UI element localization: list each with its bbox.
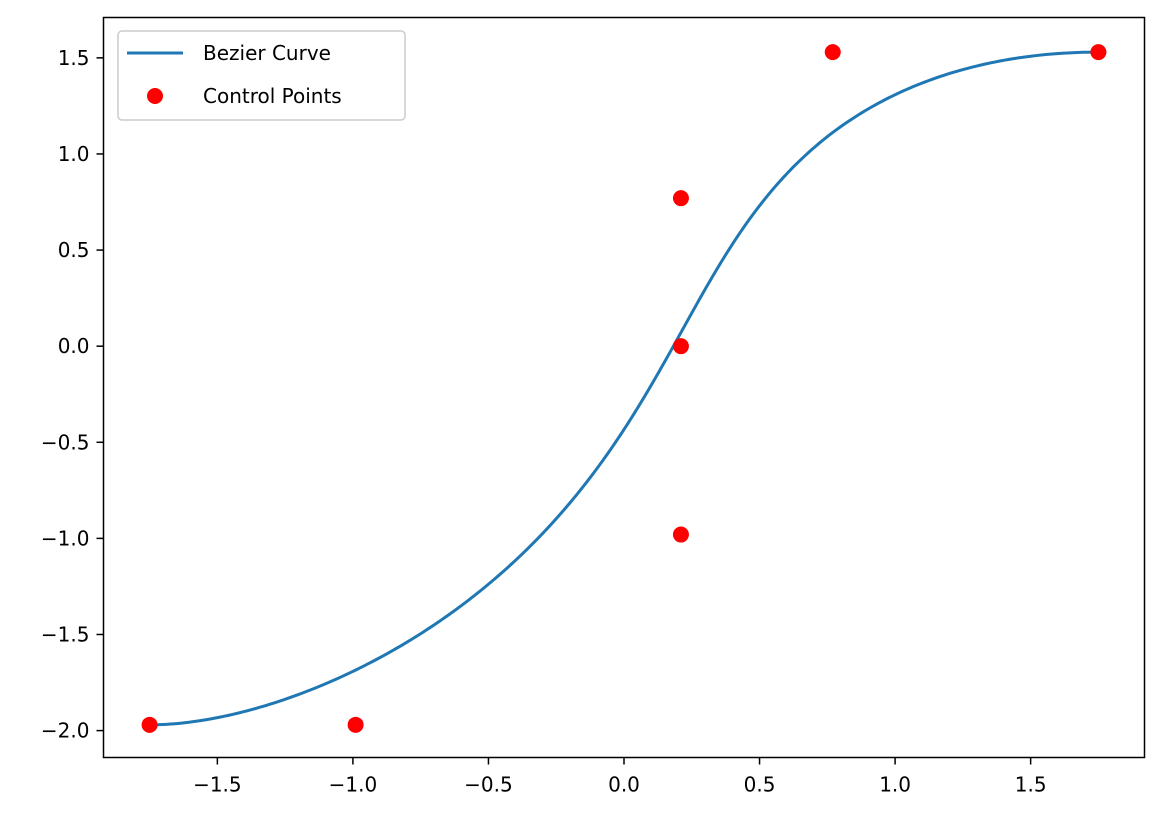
x-tick-label: −0.5 [464, 773, 513, 797]
x-tick-label: 1.5 [1015, 773, 1047, 797]
y-tick-label: 0.0 [58, 334, 90, 358]
x-tick-label: 0.5 [744, 773, 776, 797]
y-tick-label: −2.0 [41, 719, 90, 743]
y-tick-label: −1.5 [41, 622, 90, 646]
legend-label-bezier-curve: Bezier Curve [203, 41, 331, 65]
y-tick-label: −0.5 [41, 430, 90, 454]
plot-area [141, 44, 1107, 733]
x-tick-label: 0.0 [608, 773, 640, 797]
legend-box [117, 30, 406, 121]
legend-label-control-points: Control Points [203, 84, 342, 108]
legend: Bezier Curve Control Points [117, 30, 406, 121]
control-point-4 [672, 190, 689, 207]
legend-dot-swatch [147, 88, 163, 104]
control-point-1 [347, 716, 364, 733]
y-tick-label: 1.5 [58, 46, 90, 70]
axes-frame [102, 16, 1146, 759]
bezier-curve-line [149, 50, 1099, 727]
control-point-5 [824, 44, 841, 61]
x-tick-label: −1.5 [193, 773, 242, 797]
control-point-6 [1090, 44, 1107, 61]
x-axis: −1.5 −1.0 −0.5 0.0 0.5 1.0 1.5 [193, 757, 1047, 797]
y-axis: −2.0 −1.5 −1.0 −0.5 0.0 0.5 1.0 1.5 [41, 46, 104, 743]
x-tick-label: −1.0 [329, 773, 378, 797]
control-point-3 [672, 338, 689, 355]
y-tick-label: 0.5 [58, 238, 90, 262]
control-point-0 [141, 716, 158, 733]
x-tick-label: 1.0 [879, 773, 911, 797]
y-tick-label: −1.0 [41, 526, 90, 550]
control-point-2 [672, 526, 689, 543]
y-tick-label: 1.0 [58, 142, 90, 166]
